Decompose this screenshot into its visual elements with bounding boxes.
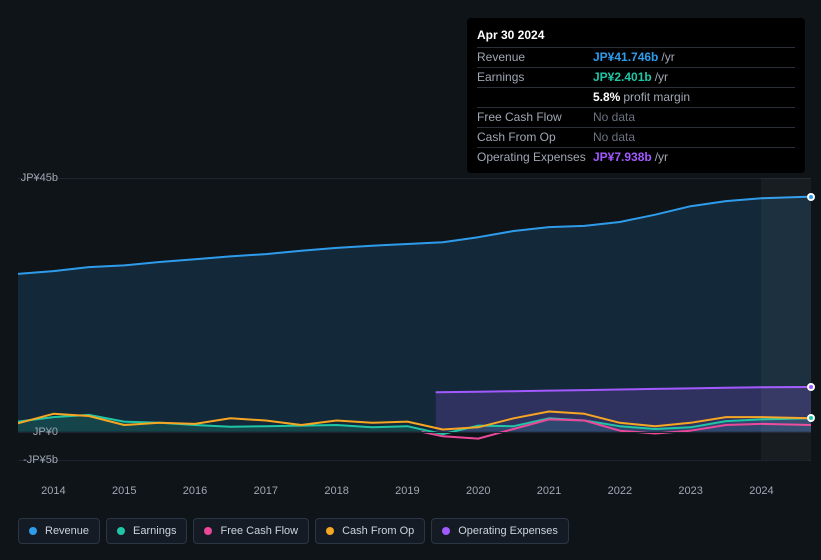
legend-label: Revenue (45, 525, 89, 537)
tooltip-row: 5.8%profit margin (477, 88, 795, 108)
x-axis-tick: 2021 (537, 485, 561, 497)
tooltip-label: Cash From Op (477, 129, 593, 146)
legend-label: Free Cash Flow (220, 525, 298, 537)
legend-item-fcf[interactable]: Free Cash Flow (193, 518, 309, 544)
x-axis-tick: 2016 (183, 485, 207, 497)
legend-dot-icon (442, 527, 450, 535)
tooltip-row: RevenueJP¥41.746b/yr (477, 48, 795, 68)
financials-chart[interactable]: JP¥45bJP¥0-JP¥5b (18, 160, 811, 460)
tooltip-value: JP¥41.746b/yr (593, 49, 795, 66)
chart-svg (18, 178, 811, 460)
tooltip-label (477, 89, 593, 106)
legend-item-cfo[interactable]: Cash From Op (315, 518, 425, 544)
tooltip-value: JP¥2.401b/yr (593, 69, 795, 86)
legend-label: Earnings (133, 525, 176, 537)
tooltip-label: Revenue (477, 49, 593, 66)
tooltip-row: Free Cash FlowNo data (477, 108, 795, 128)
x-axis-tick: 2019 (395, 485, 419, 497)
chart-legend: Revenue Earnings Free Cash Flow Cash From O… (18, 518, 569, 544)
tooltip-value: No data (593, 129, 795, 146)
x-axis-tick: 2024 (749, 485, 773, 497)
x-axis-tick: 2022 (608, 485, 632, 497)
tooltip-row: Operating ExpensesJP¥7.938b/yr (477, 148, 795, 167)
legend-dot-icon (117, 527, 125, 535)
tooltip-value: No data (593, 109, 795, 126)
legend-label: Operating Expenses (458, 525, 558, 537)
y-axis-label: JP¥45b (21, 172, 58, 184)
legend-item-revenue[interactable]: Revenue (18, 518, 100, 544)
gridline (18, 178, 811, 179)
tooltip-label: Earnings (477, 69, 593, 86)
tooltip-value: 5.8%profit margin (593, 89, 795, 106)
chart-tooltip: Apr 30 2024 RevenueJP¥41.746b/yrEarnings… (467, 18, 805, 173)
legend-dot-icon (29, 527, 37, 535)
tooltip-row: EarningsJP¥2.401b/yr (477, 68, 795, 88)
tooltip-label: Free Cash Flow (477, 109, 593, 126)
x-axis-tick: 2018 (324, 485, 348, 497)
tooltip-value: JP¥7.938b/yr (593, 149, 795, 166)
legend-item-earnings[interactable]: Earnings (106, 518, 187, 544)
x-axis-tick: 2023 (678, 485, 702, 497)
x-axis-tick: 2014 (41, 485, 65, 497)
tooltip-row: Cash From OpNo data (477, 128, 795, 148)
legend-dot-icon (204, 527, 212, 535)
x-axis-tick: 2017 (254, 485, 278, 497)
x-axis-tick: 2015 (112, 485, 136, 497)
legend-dot-icon (326, 527, 334, 535)
x-axis: 2014 2015 2016 2017 2018 2019 2020 2021 2022 2023… (18, 485, 811, 500)
legend-label: Cash From Op (342, 525, 414, 537)
tooltip-date: Apr 30 2024 (477, 24, 795, 48)
y-axis-label: -JP¥5b (23, 454, 58, 466)
y-axis-label: JP¥0 (33, 426, 58, 438)
highlight-region (761, 178, 811, 460)
x-axis-tick: 2020 (466, 485, 490, 497)
gridline (18, 460, 811, 461)
tooltip-label: Operating Expenses (477, 149, 593, 166)
gridline (18, 432, 811, 433)
legend-item-opex[interactable]: Operating Expenses (431, 518, 569, 544)
